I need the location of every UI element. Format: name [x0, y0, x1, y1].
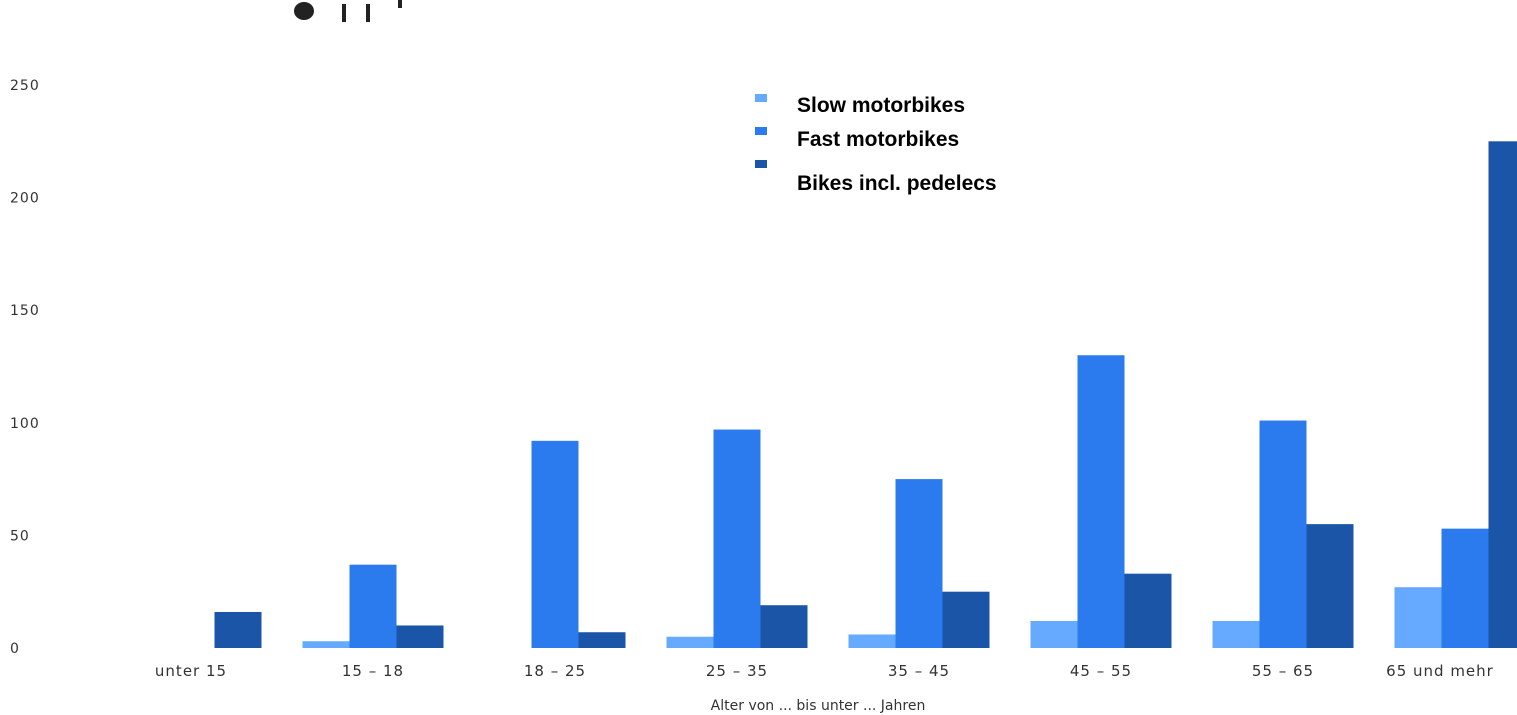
y-tick-label: 200 [10, 191, 40, 207]
bar-bikes [942, 591, 990, 648]
legend-swatch-slow [755, 94, 767, 102]
legend-swatch-bikes [755, 160, 767, 168]
y-axis: 0 50 100 150 200 250 [10, 78, 40, 657]
bar-slow [1030, 620, 1078, 648]
bar-slow [1212, 620, 1260, 648]
bar-bikes [1124, 573, 1172, 648]
x-axis: unter 15 15 – 18 18 – 25 25 – 35 35 – 45 45 –… [155, 662, 1494, 680]
x-axis-label: Alter von ... bis unter ... Jahren [711, 698, 926, 714]
bar-bikes [1488, 141, 1517, 649]
y-tick-label: 50 [10, 528, 30, 544]
bar-fast [895, 479, 943, 648]
bar-slow [1394, 587, 1442, 648]
bar-slow [302, 641, 350, 648]
x-tick-label: 55 – 65 [1252, 662, 1314, 680]
bar-bikes [578, 632, 626, 648]
x-tick-label: 35 – 45 [888, 662, 950, 680]
legend-label-fast: Fast motorbikes [797, 128, 959, 151]
y-tick-label: 150 [10, 303, 40, 319]
bar-bikes [760, 605, 808, 648]
bar-fast [1259, 420, 1307, 648]
bar-slow [666, 636, 714, 648]
cropped-title-fragment [294, 0, 402, 22]
x-tick-label: 45 – 55 [1070, 662, 1132, 680]
legend-label-bikes: Bikes incl. pedelecs [797, 172, 997, 195]
legend-swatch-fast [755, 127, 767, 135]
bar-fast [531, 440, 579, 648]
bars [214, 141, 1517, 649]
x-tick-label: 65 und mehr [1386, 662, 1494, 680]
bar-fast [1077, 355, 1125, 648]
bar-fast [349, 564, 397, 648]
y-tick-label: 100 [10, 416, 40, 432]
bar-bikes [396, 625, 444, 648]
bar-fast [713, 429, 761, 648]
x-tick-label: 15 – 18 [342, 662, 404, 680]
x-tick-label: unter 15 [155, 662, 227, 680]
bar-bikes [1306, 524, 1354, 648]
bar-slow [848, 634, 896, 648]
bar-fast [1441, 528, 1489, 648]
x-tick-label: 25 – 35 [706, 662, 768, 680]
y-tick-label: 0 [10, 641, 20, 657]
legend: Slow motorbikes Fast motorbikes Bikes in… [755, 94, 997, 195]
legend-label-slow: Slow motorbikes [797, 94, 965, 117]
y-tick-label: 250 [10, 78, 40, 94]
x-tick-label: 18 – 25 [524, 662, 586, 680]
bar-bikes [214, 611, 262, 648]
